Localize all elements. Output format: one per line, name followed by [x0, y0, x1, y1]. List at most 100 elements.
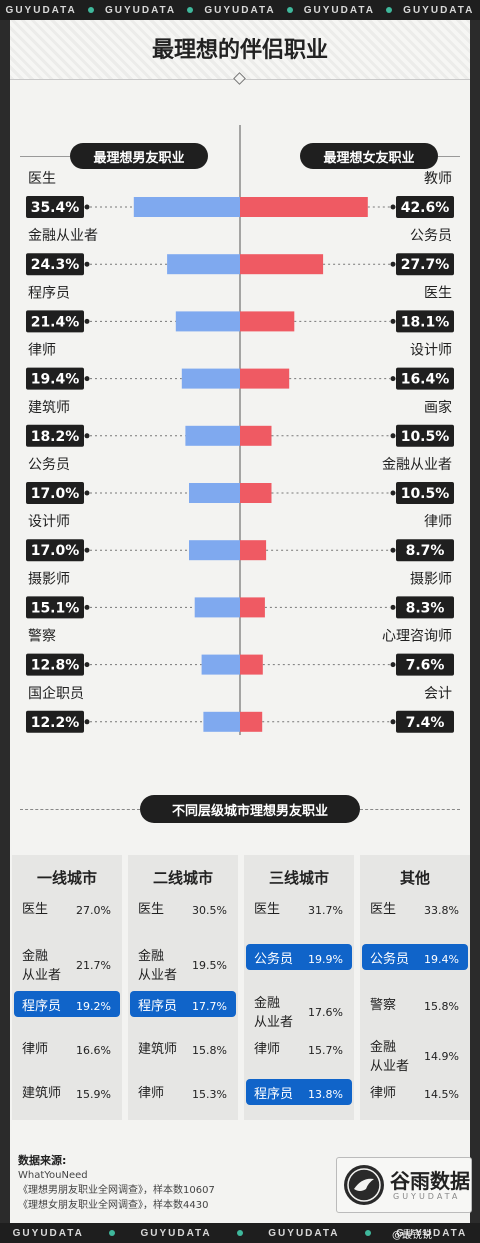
- city-occupation: 律师: [370, 1086, 397, 1101]
- dot-icon: [364, 1230, 371, 1236]
- female-value-label: 7.6%: [406, 658, 445, 674]
- city-occupation: 金融 从业者: [138, 949, 178, 983]
- divider: [20, 156, 70, 157]
- female-category-label: 会计: [424, 686, 452, 702]
- male-value-badge: [26, 196, 84, 218]
- male-value-label: 35.4%: [31, 200, 80, 216]
- city-column: [244, 855, 354, 1120]
- city-column: [360, 855, 470, 1120]
- male-header: 最理想男友职业: [70, 143, 208, 169]
- male-value-label: 15.1%: [31, 600, 80, 616]
- source-heading: 数据来源:: [18, 1154, 67, 1167]
- female-bar: [240, 197, 368, 217]
- male-value-badge: [26, 653, 84, 676]
- male-value-label: 21.4%: [31, 314, 80, 330]
- logo-text: 谷雨数据: [390, 1169, 470, 1193]
- female-value-badge: [396, 367, 454, 390]
- male-bar: [175, 311, 240, 332]
- female-value-label: 8.3%: [406, 600, 445, 616]
- male-value-label: 12.8%: [31, 658, 80, 674]
- brand-strip-bottom: GUYUDATA GUYUDATA GUYUDATA GUYUDATA: [0, 1223, 480, 1243]
- city-value: 13.8%: [308, 1088, 343, 1101]
- dot-icon: [187, 7, 194, 13]
- male-category-label: 公务员: [28, 457, 70, 473]
- city-occupation: 医生: [254, 902, 281, 917]
- male-bar: [189, 540, 240, 561]
- female-value-badge: [396, 424, 454, 447]
- dot-icon: [390, 261, 396, 267]
- city-occupation: 金融 从业者: [254, 996, 294, 1030]
- city-value: 15.8%: [424, 1000, 459, 1013]
- city-occupation: 警察: [370, 998, 397, 1013]
- male-category-label: 金融从业者: [28, 228, 98, 244]
- city-column-head: 其他: [399, 869, 430, 887]
- female-value-label: 7.4%: [406, 715, 445, 731]
- dot-icon: [84, 261, 90, 267]
- dot-icon: [390, 433, 396, 439]
- female-category-label: 律师: [424, 514, 452, 530]
- city-value: 21.7%: [76, 959, 111, 972]
- male-bar: [167, 254, 240, 275]
- city-occupation: 医生: [138, 902, 165, 917]
- city-value: 19.5%: [192, 959, 227, 972]
- city-occupation: 金融 从业者: [370, 1040, 410, 1074]
- city-value: 14.9%: [424, 1050, 459, 1063]
- city-column: [12, 855, 122, 1120]
- male-value-badge: [26, 539, 84, 562]
- dot-icon: [109, 1230, 116, 1236]
- infographic-panel: 最理想的伴侣职业 最理想男友职业 最理想女友职业 医生 35.4% 教师 42.6% 金…: [10, 20, 472, 1223]
- male-category-label: 设计师: [28, 514, 70, 530]
- city-column-head: 三线城市: [268, 869, 329, 887]
- city-value: 14.5%: [424, 1088, 459, 1101]
- source-line: 《理想男朋友职业全网调查》，样本数10607: [18, 1185, 215, 1196]
- dot-icon: [84, 604, 90, 610]
- male-bar: [133, 197, 240, 217]
- brand-word: GUYUDATA: [268, 1227, 340, 1239]
- female-category-label: 摄影师: [410, 571, 452, 587]
- dot-icon: [84, 376, 90, 382]
- source-line: 《理想女朋友职业全网调查》，样本数4430: [18, 1200, 209, 1211]
- female-bar: [240, 254, 324, 275]
- city-occupation: 律师: [22, 1042, 49, 1057]
- city-column-head: 一线城市: [36, 869, 97, 887]
- city-occupation: 建筑师: [138, 1042, 178, 1057]
- male-bar: [181, 368, 240, 389]
- bird-logo-icon: [344, 1165, 384, 1205]
- city-column: [128, 855, 238, 1120]
- dot-icon: [390, 490, 396, 496]
- male-value-label: 18.2%: [31, 429, 80, 445]
- divider: [360, 809, 460, 810]
- brand-logo: 谷雨数据 GUYUDATA: [336, 1157, 472, 1213]
- female-bar: [240, 311, 295, 332]
- dot-icon: [84, 662, 90, 668]
- female-category-label: 公务员: [410, 228, 452, 244]
- city-value: 15.8%: [192, 1044, 227, 1057]
- dot-icon: [390, 662, 396, 668]
- city-occupation: 建筑师: [22, 1086, 62, 1101]
- divider: [438, 156, 460, 157]
- male-value-badge: [26, 424, 84, 447]
- logo-sub: GUYUDATA: [393, 1192, 461, 1201]
- highlight-row: 公务员 19.9%: [246, 944, 352, 970]
- male-value-badge: [26, 310, 84, 333]
- dot-icon: [286, 7, 293, 13]
- city-occupation: 程序员: [254, 1087, 294, 1102]
- male-value-label: 12.2%: [31, 715, 80, 731]
- male-bar: [189, 483, 240, 503]
- city-value: 19.9%: [308, 953, 343, 966]
- female-value-badge: [396, 596, 454, 619]
- city-occupation: 医生: [22, 902, 49, 917]
- dot-icon: [84, 318, 90, 324]
- brand-word: GUYUDATA: [104, 4, 177, 16]
- female-category-label: 设计师: [410, 343, 452, 359]
- city-value: 17.6%: [308, 1006, 343, 1019]
- dot-icon: [390, 719, 396, 725]
- female-bar: [240, 711, 263, 732]
- female-category-label: 医生: [424, 285, 452, 301]
- city-value: 19.2%: [76, 1000, 111, 1013]
- brand-word: GUYUDATA: [204, 4, 276, 16]
- male-category-label: 医生: [28, 171, 56, 187]
- female-value-badge: [396, 653, 454, 676]
- male-value-badge: [26, 253, 84, 276]
- page-title: 最理想的伴侣职业: [151, 38, 328, 63]
